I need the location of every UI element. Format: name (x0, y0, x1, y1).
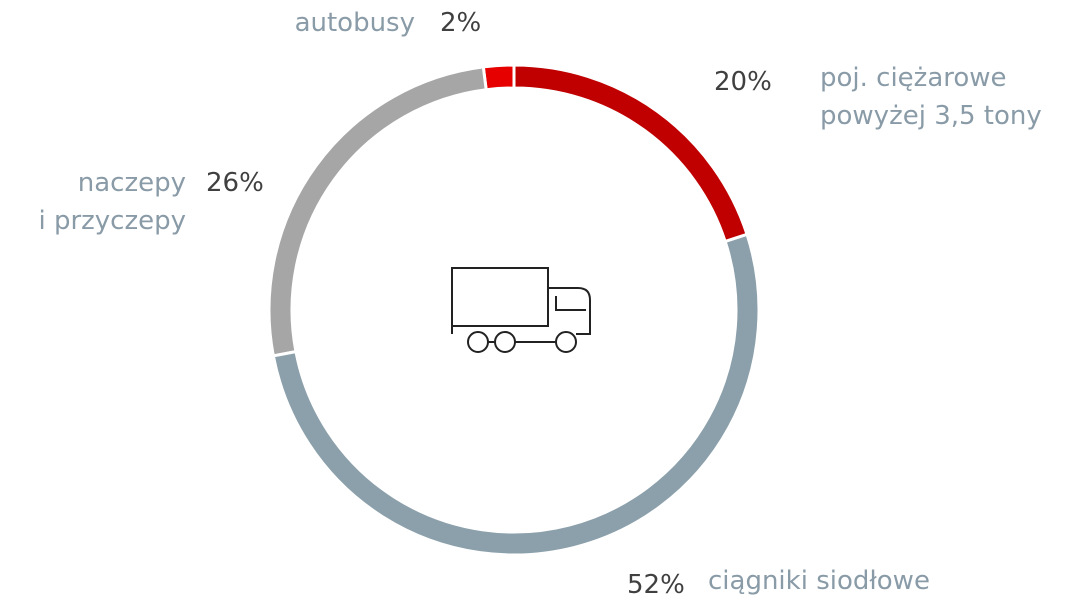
category-label: poj. ciężarowe powyżej 3,5 tony (820, 63, 1042, 131)
donut-segment (481, 63, 516, 92)
value-label: 2% (440, 8, 482, 38)
value-label: 20% (714, 67, 772, 97)
value-label: 26% (206, 168, 264, 198)
donut-segment (271, 232, 761, 557)
truck-icon (451, 267, 591, 353)
category-label: ciągniki siodłowe (708, 566, 930, 596)
donut-segment (512, 63, 749, 244)
donut-segment (267, 65, 488, 358)
category-label: autobusy (294, 8, 415, 38)
value-label: 52% (627, 570, 685, 600)
category-label: naczepy i przyczepy (38, 168, 186, 236)
